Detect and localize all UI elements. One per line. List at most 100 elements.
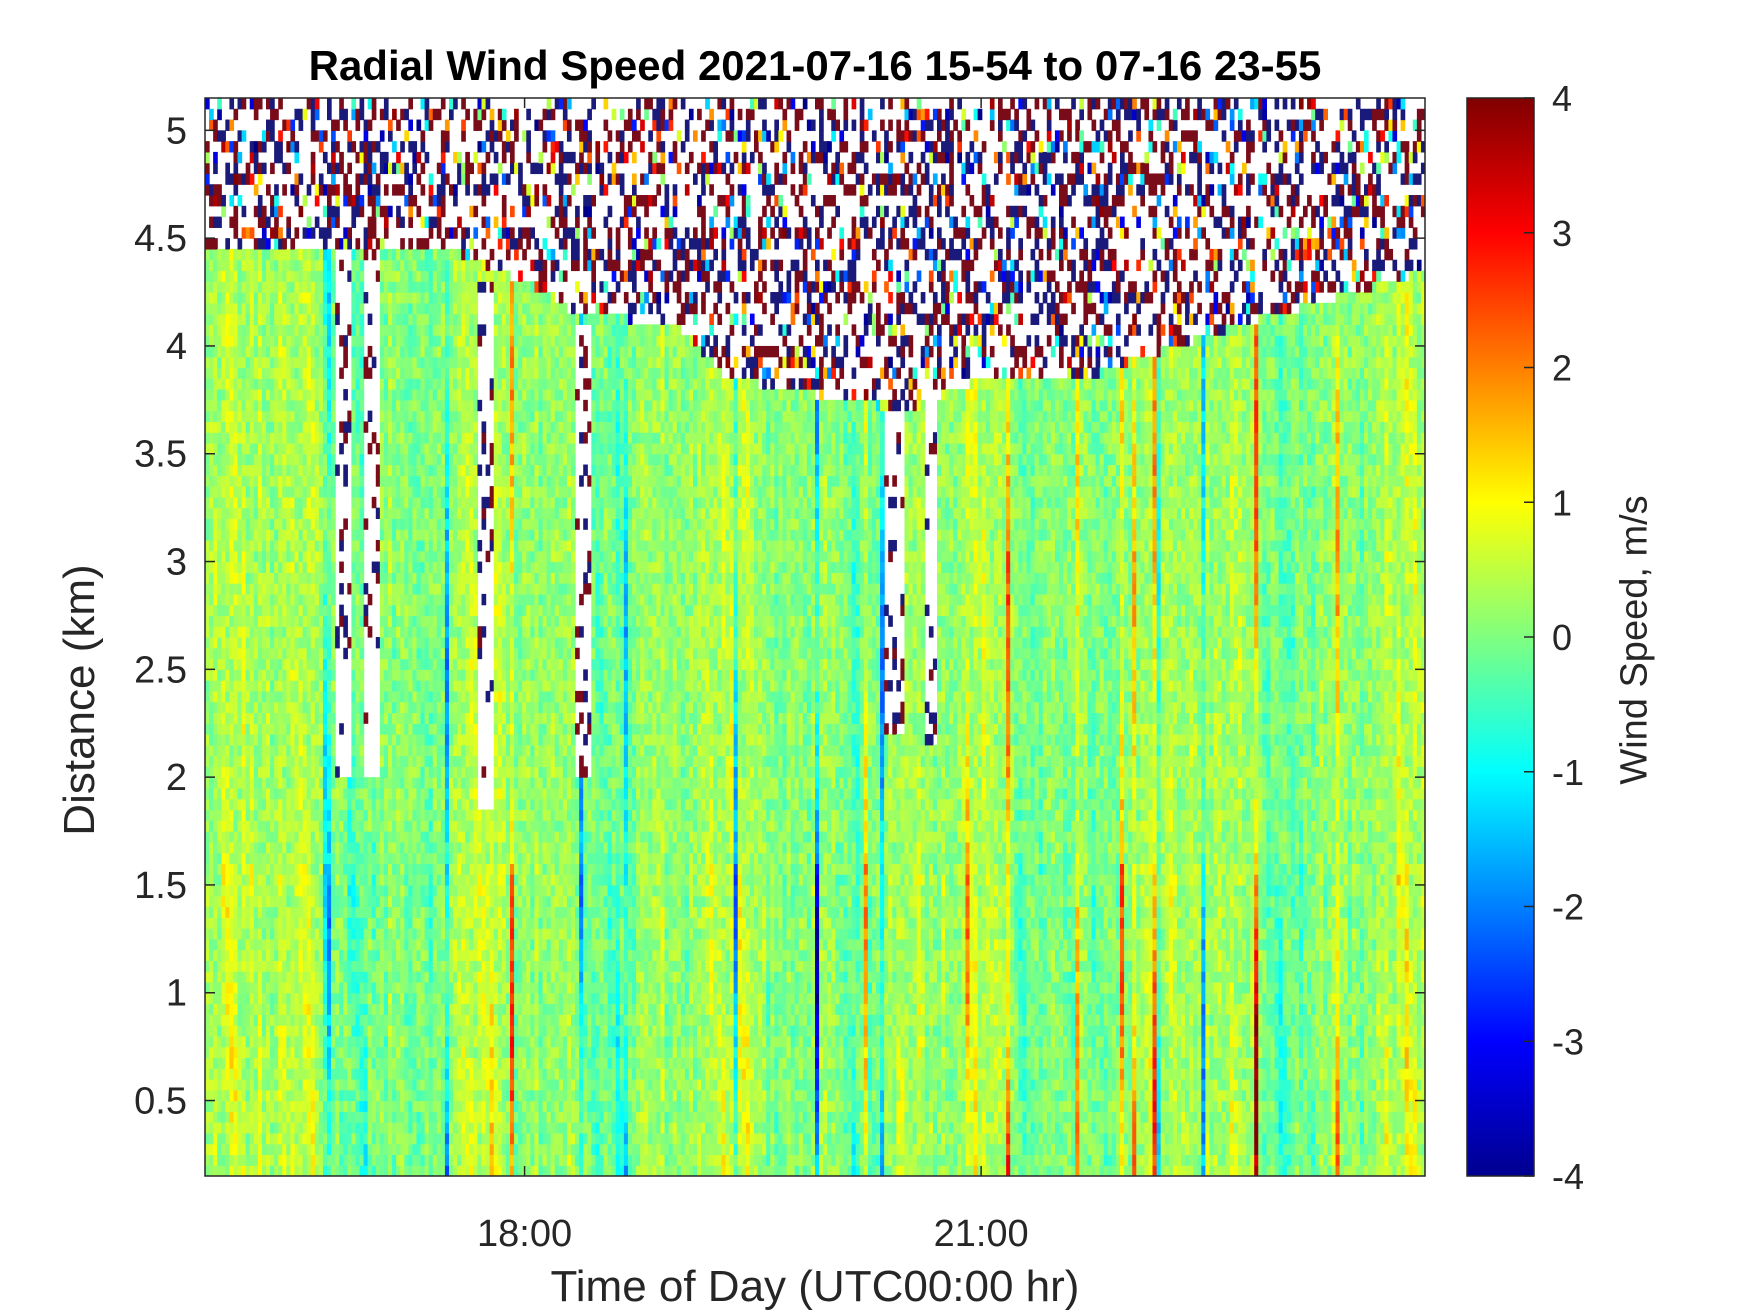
heatmap-cell: [250, 508, 255, 519]
heatmap-cell: [213, 691, 218, 702]
heatmap-cell: [355, 368, 360, 379]
heatmap-cell: [376, 874, 381, 885]
heatmap-cell: [254, 1101, 259, 1112]
heatmap-cell: [278, 659, 283, 670]
heatmap-cell: [404, 1154, 409, 1165]
heatmap-cell: [315, 939, 320, 950]
heatmap-cell: [404, 389, 409, 400]
heatmap-cell: [278, 756, 283, 767]
heatmap-cell: [274, 260, 279, 271]
heatmap-cell: [262, 777, 267, 788]
heatmap-cell: [270, 432, 275, 443]
heatmap-cell: [392, 1057, 397, 1068]
heatmap-cell: [209, 508, 214, 519]
heatmap-cell: [266, 1079, 271, 1090]
heatmap-cell: [254, 486, 259, 497]
heatmap-cell: [266, 260, 271, 271]
heatmap-cell: [303, 777, 308, 788]
heatmap-cell: [307, 907, 312, 918]
heatmap-cell: [250, 562, 255, 573]
heatmap-cell: [233, 820, 238, 831]
heatmap-cell: [364, 853, 369, 864]
heatmap-cell: [307, 734, 312, 745]
heatmap-cell: [254, 896, 259, 907]
heatmap-cell: [388, 939, 393, 950]
heatmap-cell: [380, 400, 385, 411]
heatmap-cell: [355, 1014, 360, 1025]
heatmap-cell: [400, 368, 405, 379]
heatmap-cell: [229, 1036, 234, 1047]
heatmap-cell: [262, 432, 267, 443]
heatmap-cell: [307, 421, 312, 432]
heatmap-cell: [433, 669, 438, 680]
heatmap-cell: [266, 863, 271, 874]
heatmap-cell: [242, 130, 247, 141]
heatmap-cell: [421, 335, 426, 346]
heatmap-cell: [421, 475, 426, 486]
heatmap-cell: [437, 1154, 442, 1165]
heatmap-cell: [355, 260, 360, 271]
heatmap-cell: [209, 389, 214, 400]
heatmap-cell: [319, 465, 324, 476]
heatmap-cell: [404, 691, 409, 702]
heatmap-cell: [416, 1111, 421, 1122]
heatmap-cell: [266, 734, 271, 745]
heatmap-cell: [274, 1154, 279, 1165]
heatmap-cell: [282, 917, 287, 928]
heatmap-cell: [262, 928, 267, 939]
heatmap-cell: [254, 1111, 259, 1122]
heatmap-cell: [242, 960, 247, 971]
heatmap-cell: [425, 766, 430, 777]
heatmap-cell: [311, 756, 316, 767]
heatmap-cell: [294, 518, 299, 529]
heatmap-cell: [331, 378, 336, 389]
heatmap-cell: [266, 411, 271, 422]
heatmap-cell: [242, 1133, 247, 1144]
heatmap-cell: [351, 432, 356, 443]
heatmap-cell: [242, 1165, 247, 1176]
heatmap-cell: [339, 1122, 344, 1133]
heatmap-cell: [258, 475, 263, 486]
heatmap-cell: [233, 540, 238, 551]
heatmap-cell: [213, 508, 218, 519]
heatmap-cell: [368, 842, 373, 853]
heatmap-cell: [246, 982, 251, 993]
heatmap-cell: [315, 475, 320, 486]
heatmap-cell: [384, 1165, 389, 1176]
heatmap-cell: [213, 120, 218, 131]
heatmap-cell: [262, 130, 267, 141]
heatmap-cell: [217, 130, 222, 141]
heatmap-cell: [278, 303, 283, 314]
heatmap-cell: [343, 184, 348, 195]
heatmap-cell: [286, 1047, 291, 1058]
heatmap-cell: [229, 993, 234, 1004]
heatmap-cell: [303, 1068, 308, 1079]
heatmap-cell: [258, 163, 263, 174]
heatmap-cell: [425, 863, 430, 874]
heatmap-cell: [225, 173, 230, 184]
heatmap-cell: [254, 206, 259, 217]
heatmap-cell: [233, 551, 238, 562]
heatmap-cell: [400, 551, 405, 562]
heatmap-cell: [429, 626, 434, 637]
heatmap-cell: [364, 1036, 369, 1047]
heatmap-cell: [327, 615, 332, 626]
heatmap-cell: [429, 734, 434, 745]
heatmap-cell: [421, 626, 426, 637]
heatmap-cell: [299, 842, 304, 853]
heatmap-cell: [429, 950, 434, 961]
heatmap-cell: [225, 648, 230, 659]
heatmap-cell: [225, 529, 230, 540]
heatmap-cell: [355, 120, 360, 131]
heatmap-cell: [421, 1165, 426, 1176]
heatmap-cell: [433, 766, 438, 777]
heatmap-cell: [331, 120, 336, 131]
heatmap-cell: [429, 809, 434, 820]
heatmap-cell: [412, 1133, 417, 1144]
heatmap-cell: [262, 853, 267, 864]
heatmap-cell: [380, 1079, 385, 1090]
heatmap-cell: [355, 928, 360, 939]
heatmap-cell: [274, 766, 279, 777]
heatmap-cell: [290, 335, 295, 346]
